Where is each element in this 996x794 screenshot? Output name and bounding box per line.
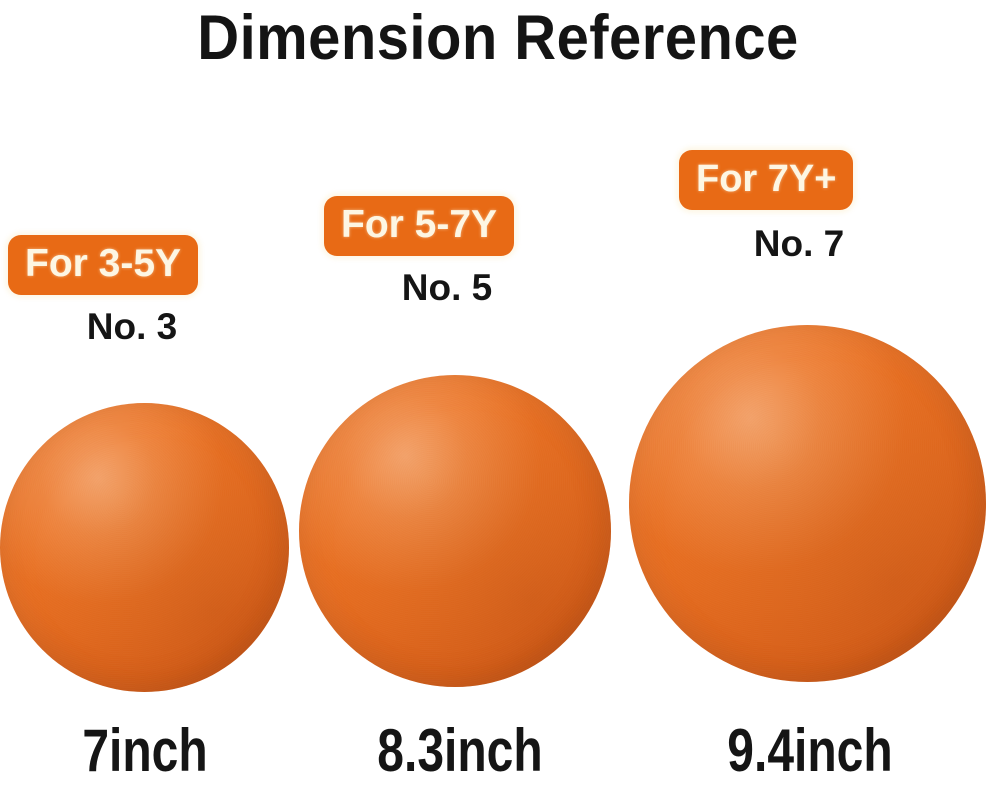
ball-shading: [299, 375, 611, 687]
ball-rim-shadow: [299, 375, 611, 687]
ball-image-size-5: [299, 375, 611, 687]
number-label-size-5: No. 5: [401, 267, 493, 308]
number-label-size-3: No. 3: [86, 306, 178, 347]
ball-texture: [0, 403, 289, 692]
ball-image-size-3: [0, 403, 289, 692]
product-group-size-5: For 5-7Y No. 5: [324, 196, 570, 312]
size-caption-size-5: 8.3inch: [377, 717, 543, 784]
ball-surface: [0, 403, 289, 692]
size-caption-size-7: 9.4inch: [727, 717, 893, 784]
size-caption-size-3: 7inch: [82, 717, 208, 784]
ball-surface: [299, 375, 611, 687]
ball-shading: [0, 403, 289, 692]
ball-texture: [629, 325, 986, 682]
age-badge-size-7: For 7Y+: [679, 150, 854, 210]
ball-shading: [629, 325, 986, 682]
ball-texture: [299, 375, 611, 687]
ball-surface: [629, 325, 986, 682]
ball-rim-shadow: [0, 403, 289, 692]
age-badge-size-3: For 3-5Y: [8, 235, 199, 295]
product-group-size-3: For 3-5Y No. 3: [8, 235, 256, 351]
age-badge-size-5: For 5-7Y: [324, 196, 515, 256]
number-label-size-7: No. 7: [753, 223, 845, 264]
product-group-size-7: For 7Y+ No. 7: [679, 150, 919, 268]
ball-image-size-7: [629, 325, 986, 682]
ball-rim-shadow: [629, 325, 986, 682]
page-title: Dimension Reference: [197, 3, 799, 73]
